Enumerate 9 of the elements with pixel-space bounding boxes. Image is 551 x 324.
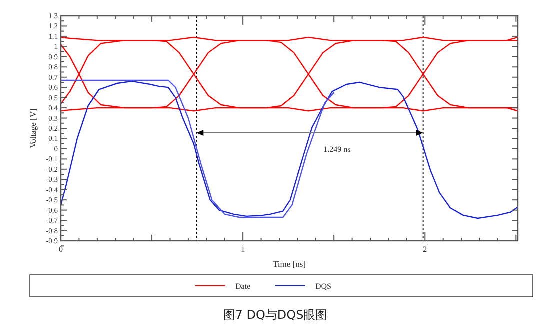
- line-series: [60, 40, 519, 109]
- legend-label: DQS: [316, 282, 332, 291]
- x-axis-title: Time [ns]: [273, 259, 306, 269]
- legend-label: Date: [236, 282, 252, 291]
- annotation: 1.249 ns: [324, 145, 351, 154]
- y-axis-title: Voltage [V]: [28, 108, 38, 148]
- x-tick-label: 2: [423, 245, 428, 254]
- caption: 图7 DQ与DQS眼图: [223, 308, 328, 322]
- x-tick-label: 1: [241, 245, 246, 254]
